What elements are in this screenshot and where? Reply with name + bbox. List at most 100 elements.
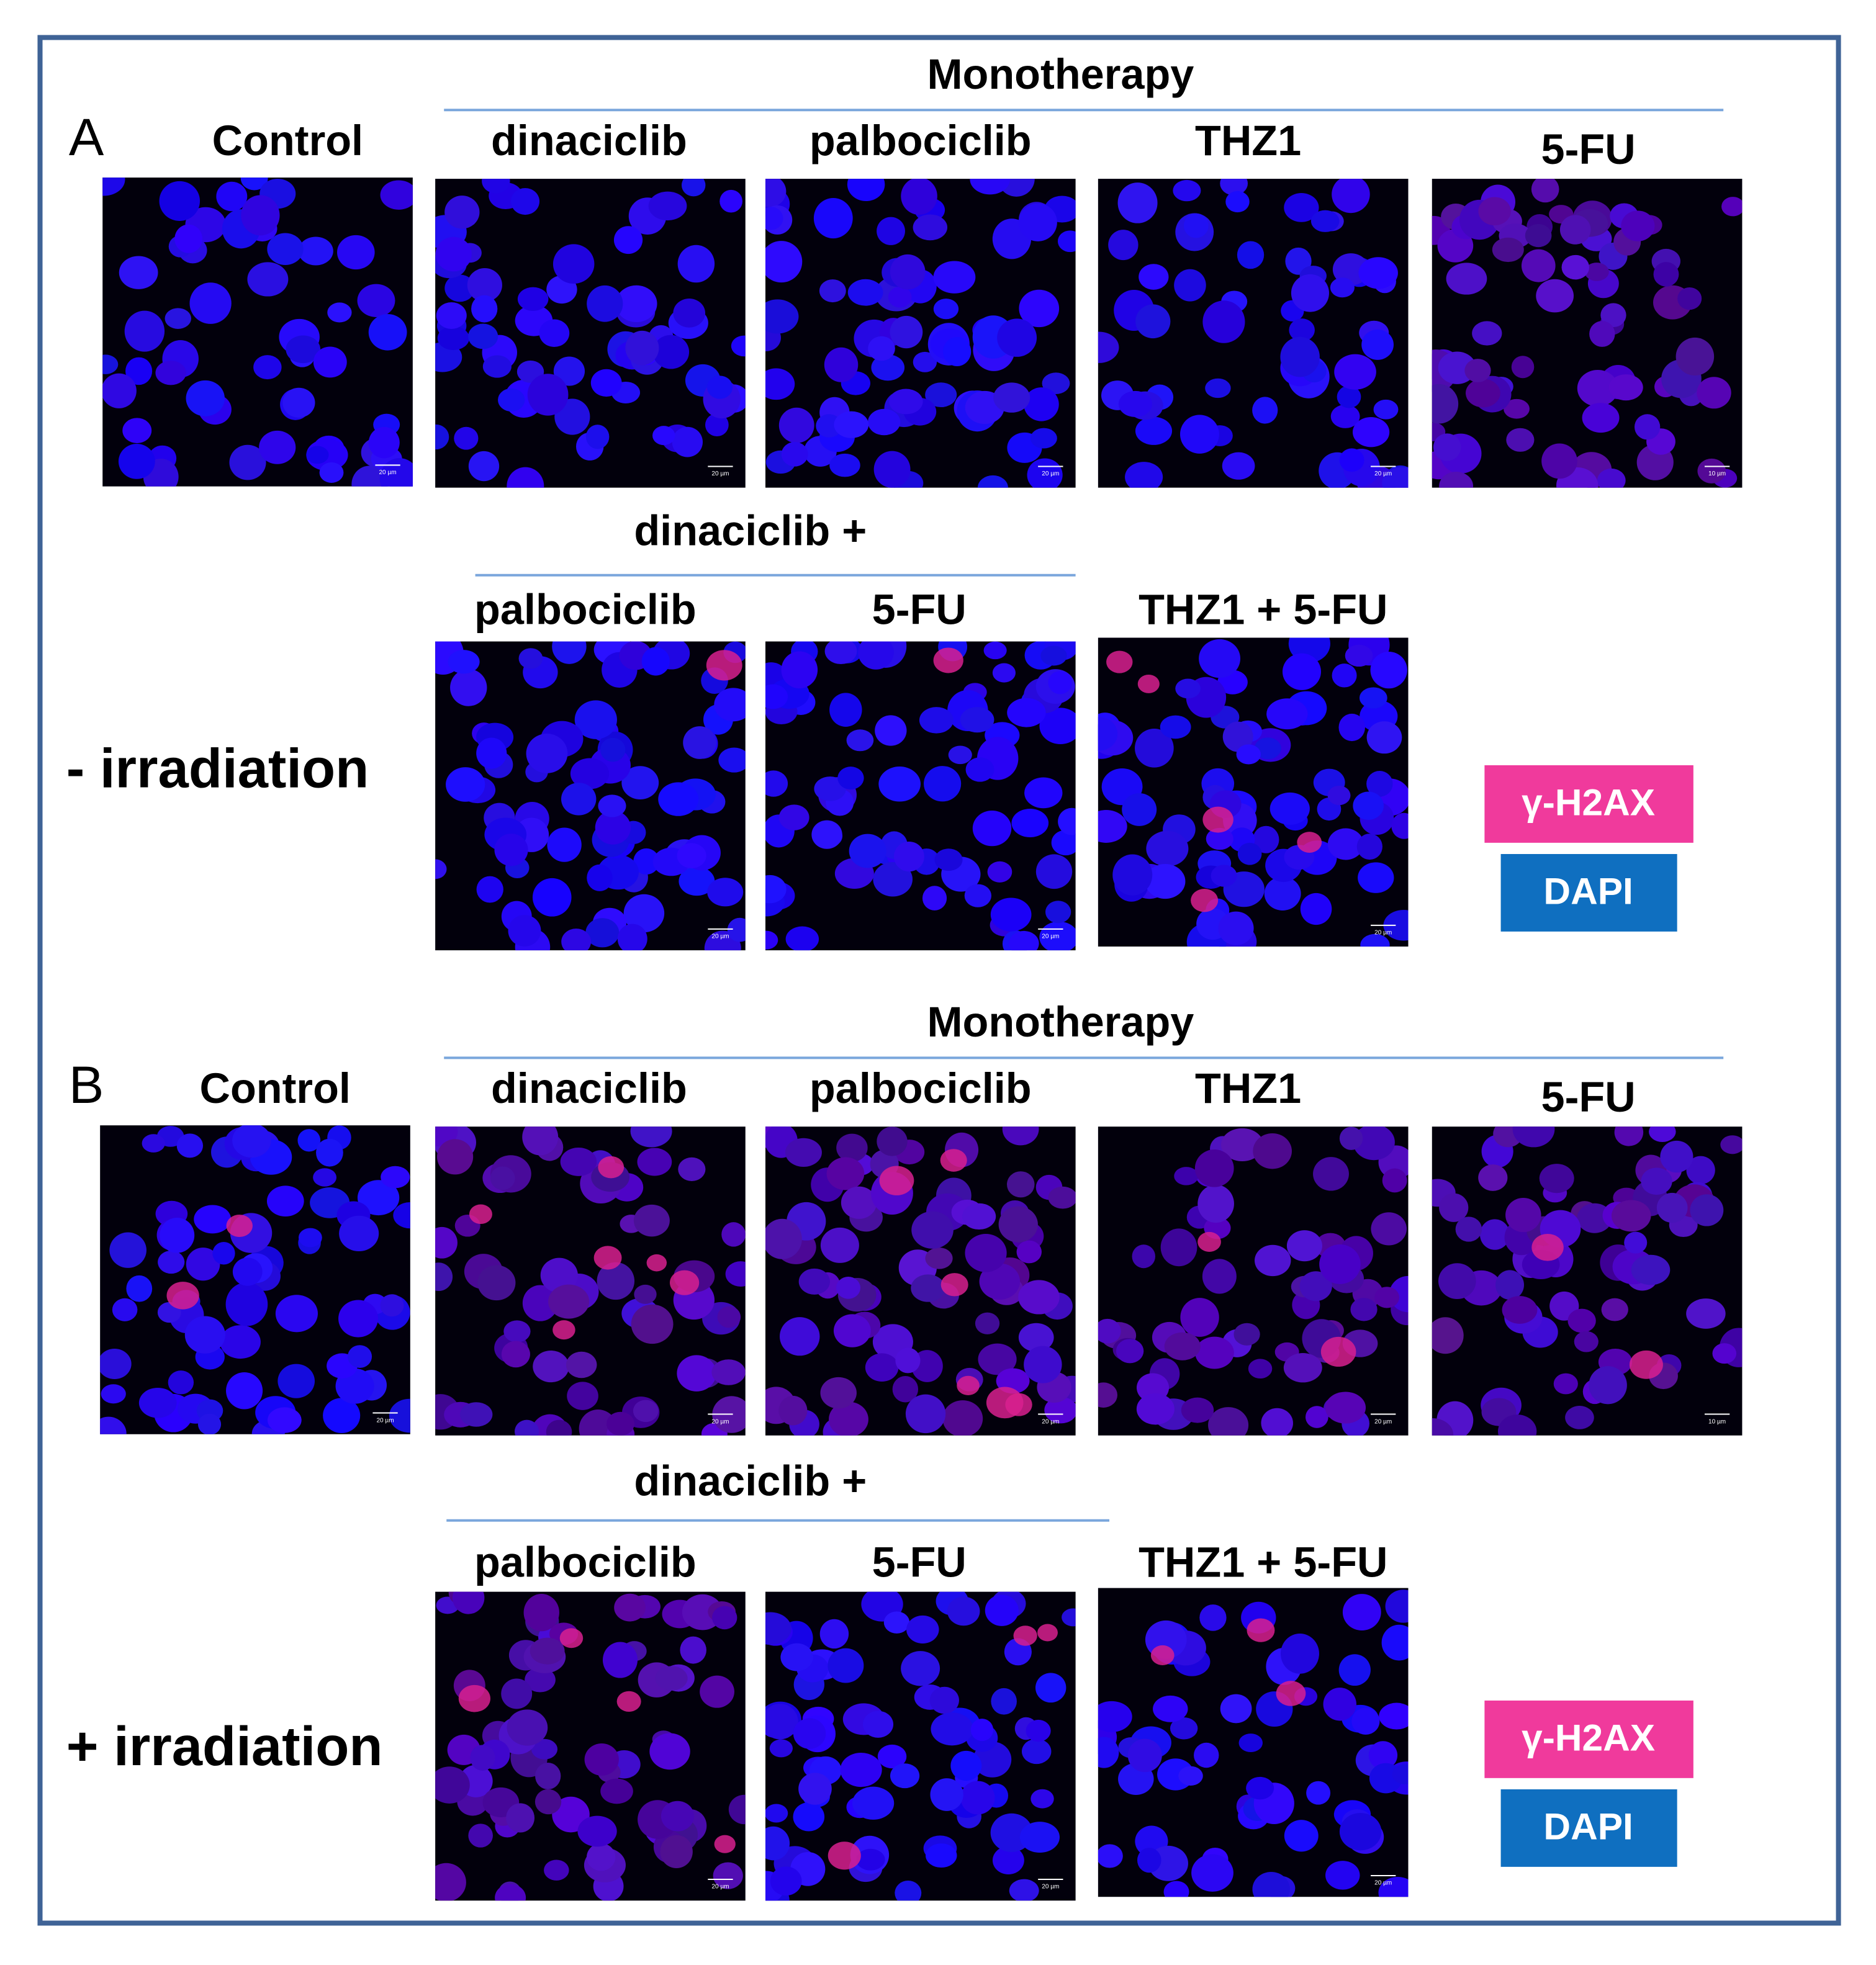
nucleus	[1656, 1192, 1688, 1223]
nucleus	[1058, 807, 1076, 835]
nucleus	[877, 217, 905, 245]
nucleus	[590, 369, 622, 397]
nucleus	[393, 1202, 410, 1229]
column-label: THZ1 + 5-FU	[1139, 1538, 1387, 1586]
nucleus	[435, 1262, 453, 1292]
nucleus	[793, 1718, 826, 1749]
nucleus	[510, 187, 540, 215]
nucleus	[834, 411, 869, 438]
nucleus	[1098, 1844, 1123, 1868]
nucleus	[1677, 287, 1702, 310]
nucleus	[1098, 1318, 1121, 1344]
gamma-h2ax-nucleus	[616, 1691, 641, 1712]
nucleus	[721, 1222, 746, 1247]
nucleus	[1139, 264, 1169, 290]
nuclei	[1098, 637, 1409, 947]
nucleus	[1195, 1336, 1234, 1369]
legend-swatch	[1500, 1789, 1677, 1867]
nucleus	[313, 346, 347, 378]
nuclei	[765, 641, 1076, 951]
nucleus	[1098, 1382, 1117, 1408]
nucleus	[225, 1282, 268, 1326]
nucleus	[436, 302, 467, 329]
nucleus	[913, 351, 937, 372]
nucleus	[798, 1268, 831, 1295]
nucleus	[1254, 737, 1281, 760]
nucleus	[552, 641, 587, 664]
nucleus	[126, 1275, 153, 1302]
nucleus	[585, 918, 620, 948]
nucleus	[1283, 1352, 1322, 1383]
nucleus	[1391, 812, 1409, 839]
nucleus	[1492, 237, 1524, 263]
nucleus	[906, 1615, 939, 1643]
nucleus	[713, 1862, 743, 1889]
column-label: palbociclib	[474, 585, 697, 633]
nucleus	[122, 418, 152, 444]
nucleus	[711, 1359, 746, 1385]
nucleus	[1686, 1298, 1726, 1329]
nucleus	[1117, 182, 1158, 223]
nucleus	[1018, 1280, 1060, 1315]
nucleus	[448, 650, 480, 674]
nucleus	[468, 451, 500, 482]
nucleus	[226, 1372, 263, 1410]
column-label: Control	[212, 117, 363, 164]
nucleus	[1175, 678, 1201, 699]
nucleus	[926, 1843, 957, 1868]
gamma-h2ax-nucleus	[559, 1628, 584, 1648]
nucleus	[1024, 777, 1063, 809]
nucleus	[319, 462, 344, 483]
scale-bar-label: 20 µm	[379, 469, 396, 476]
nucleus	[1634, 414, 1661, 440]
nucleus	[1035, 854, 1073, 889]
nucleus	[1039, 708, 1076, 744]
nucleus	[275, 1295, 318, 1333]
micrograph: 10 µm	[1432, 1126, 1743, 1436]
nucleus	[1584, 263, 1609, 281]
nucleus	[1631, 1254, 1671, 1285]
nucleus	[1439, 1193, 1469, 1222]
nucleus	[533, 1350, 569, 1383]
nucleus	[731, 335, 746, 357]
nucleus	[1116, 1339, 1144, 1364]
nuclei	[1098, 1126, 1409, 1436]
nucleus	[1252, 1871, 1290, 1897]
nucleus	[220, 1325, 261, 1359]
nucleus	[501, 1341, 530, 1368]
nucleus	[1136, 1393, 1175, 1425]
nucleus	[1521, 249, 1556, 282]
nucleus	[991, 1688, 1017, 1715]
nucleus	[985, 1594, 1019, 1626]
nucleus	[1035, 1673, 1067, 1703]
column-label: Control	[200, 1064, 351, 1112]
nucleus	[1505, 1197, 1541, 1233]
nucleus	[1478, 197, 1511, 226]
nucleus	[1248, 1359, 1273, 1379]
micrograph: 20 µm	[435, 1591, 746, 1901]
nucleus	[503, 1320, 531, 1342]
gamma-h2ax-nucleus	[458, 1684, 490, 1712]
nucleus	[633, 1400, 659, 1423]
nucleus	[336, 235, 375, 270]
nucleus	[798, 1773, 832, 1805]
panel-label: B	[69, 1055, 104, 1114]
nucleus	[561, 783, 597, 816]
nucleus	[933, 261, 976, 294]
nucleus	[1018, 1323, 1054, 1352]
nucleus	[1479, 1219, 1510, 1250]
micrograph: 20 µm	[765, 1591, 1076, 1901]
legend-swatch	[1484, 1700, 1693, 1778]
nucleus	[389, 1398, 410, 1433]
nucleus	[357, 1180, 400, 1216]
nucleus	[965, 757, 994, 782]
nucleus	[877, 1126, 908, 1156]
nucleus	[862, 1711, 894, 1738]
gamma-h2ax-nucleus	[1247, 1618, 1275, 1642]
scale-bar-label: 20 µm	[711, 933, 729, 940]
nuclei	[1432, 179, 1743, 488]
nucleus	[950, 1750, 982, 1781]
nucleus	[282, 387, 315, 418]
nucleus	[1137, 1848, 1161, 1873]
